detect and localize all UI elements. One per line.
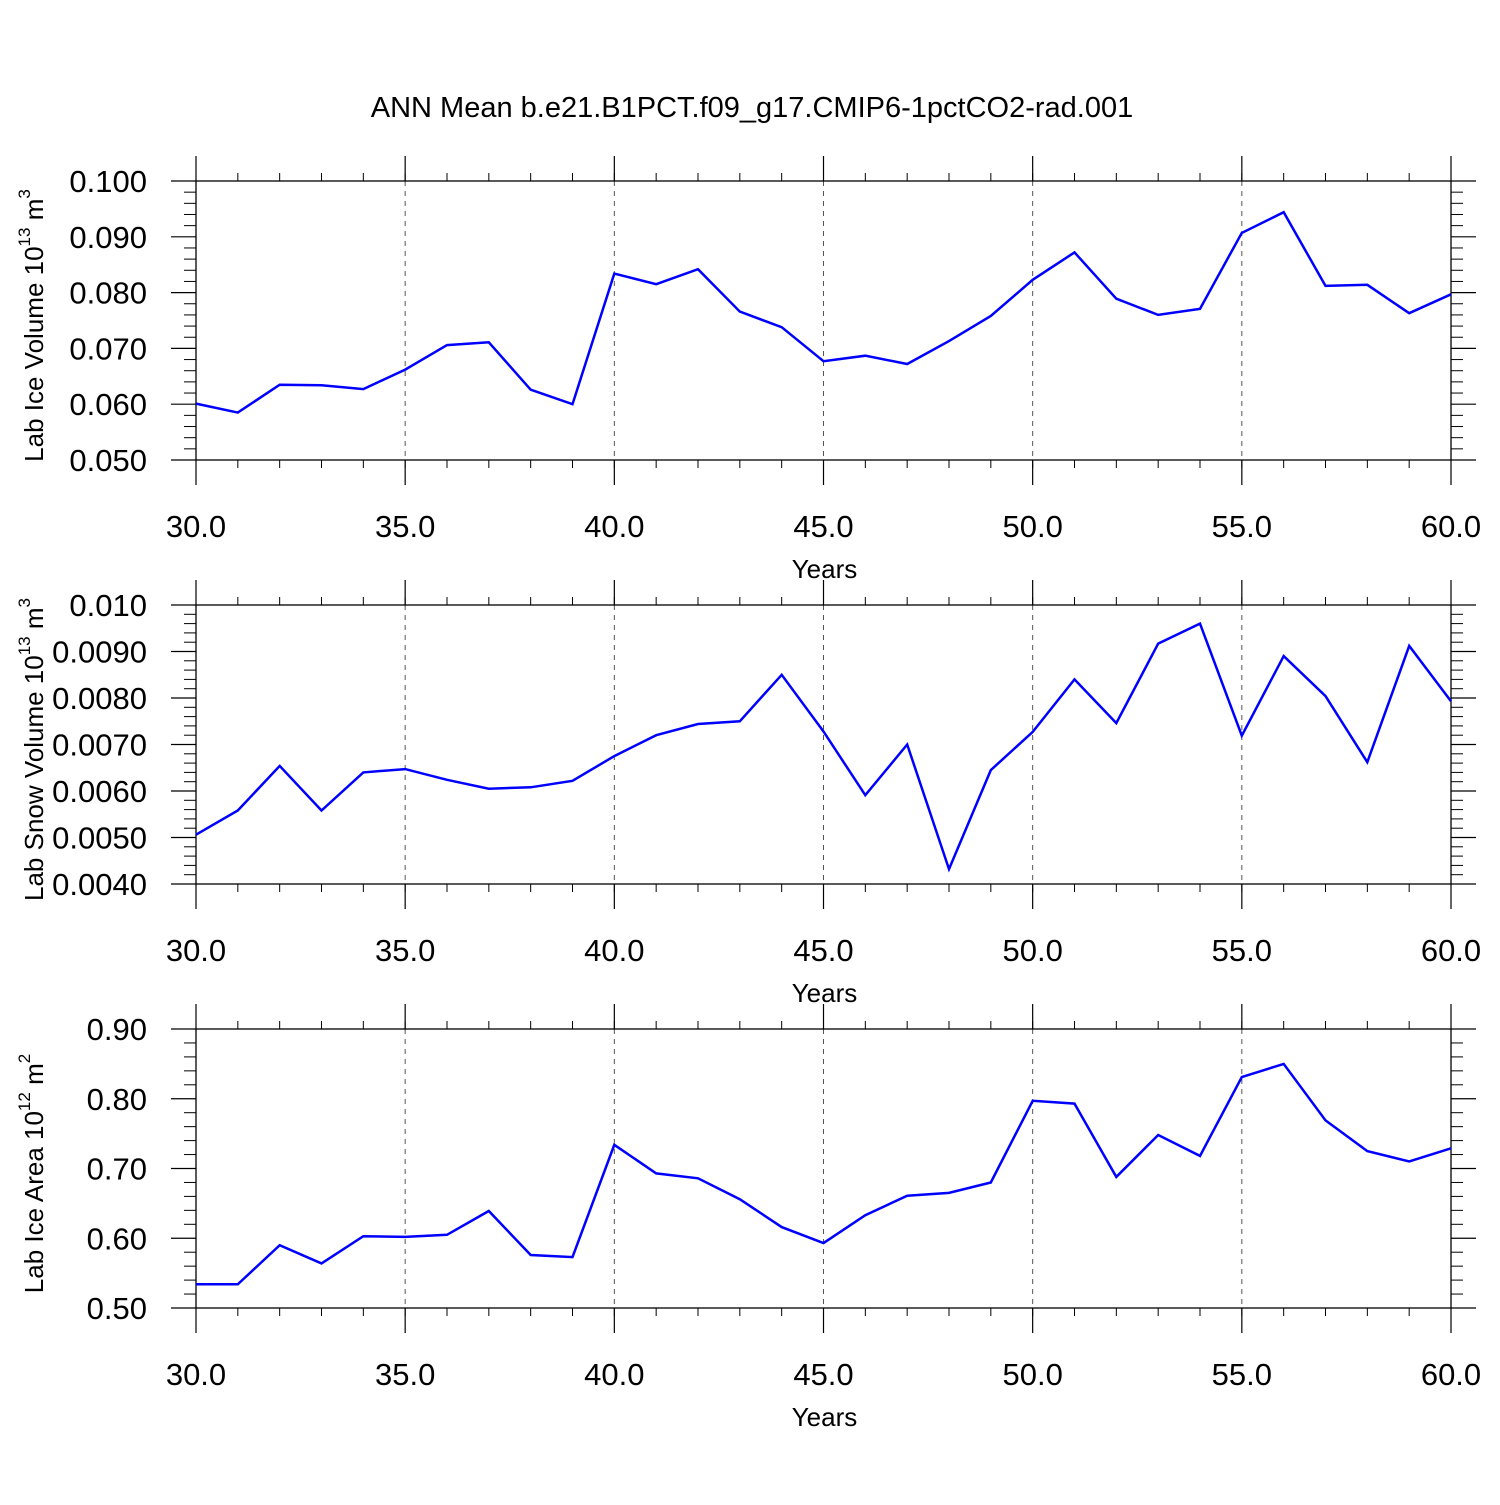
y-tick-label: 0.090 bbox=[69, 220, 147, 255]
y-axis-label: Lab Snow Volume 1013 m3 bbox=[15, 598, 49, 901]
chart-panel-1: 30.0 35.0 40.0 45.0 50.0 55.0 60.0 0.050 0.060 0.… bbox=[15, 156, 1481, 584]
y-tick-label: 0.100 bbox=[69, 164, 147, 199]
x-tick-label: 30.0 bbox=[166, 933, 226, 968]
series-line bbox=[196, 1062, 1452, 1286]
y-axis-label-unit-exponent: 2 bbox=[15, 1054, 34, 1063]
y-tick-label: 0.0080 bbox=[52, 681, 147, 716]
x-tick-label: 35.0 bbox=[375, 509, 435, 544]
x-axis-label: Years bbox=[792, 554, 858, 584]
y-tick-label: 0.60 bbox=[87, 1221, 147, 1256]
y-tick-label: 0.90 bbox=[87, 1012, 147, 1047]
y-axis-label-text: Lab Ice Area 10 bbox=[19, 1111, 49, 1293]
y-axis-label-exponent: 13 bbox=[15, 636, 34, 655]
x-axis-label: Years bbox=[792, 1402, 858, 1432]
x-tick-label: 30.0 bbox=[166, 1357, 226, 1392]
x-tick-label: 45.0 bbox=[793, 509, 853, 544]
y-axis-label-unit-exponent: 3 bbox=[15, 598, 34, 607]
x-tick-label: 30.0 bbox=[166, 509, 226, 544]
chart-title: ANN Mean b.e21.B1PCT.f09_g17.CMIP6-1pctC… bbox=[371, 92, 1133, 124]
y-axis-label-unit: m bbox=[19, 199, 49, 228]
y-axis-label-unit: m bbox=[19, 1063, 49, 1092]
x-tick-label: 55.0 bbox=[1212, 1357, 1272, 1392]
y-tick-label: 0.060 bbox=[69, 387, 147, 422]
y-axis-label: Lab Ice Volume 1013 m3 bbox=[15, 189, 49, 462]
y-tick-label: 0.0070 bbox=[52, 728, 147, 763]
y-tick-label: 0.0040 bbox=[52, 867, 147, 902]
x-tick-label: 35.0 bbox=[375, 933, 435, 968]
y-tick-label: 0.0060 bbox=[52, 774, 147, 809]
x-tick-label: 45.0 bbox=[793, 933, 853, 968]
y-tick-label: 0.80 bbox=[87, 1082, 147, 1117]
plot-frame bbox=[195, 604, 1452, 885]
y-tick-label: 0.070 bbox=[69, 331, 147, 366]
plot-frame bbox=[195, 180, 1452, 461]
y-axis-label: Lab Ice Area 1012 m2 bbox=[15, 1054, 49, 1293]
x-tick-label: 50.0 bbox=[1002, 509, 1062, 544]
x-tick-label: 40.0 bbox=[584, 1357, 644, 1392]
y-tick-label: 0.0050 bbox=[52, 821, 147, 856]
chart-panel-3: 30.0 35.0 40.0 45.0 50.0 55.0 60.0 0.50 0.60 0.70… bbox=[15, 1004, 1481, 1432]
y-tick-label: 0.080 bbox=[69, 276, 147, 311]
y-tick-label: 0.0090 bbox=[52, 635, 147, 670]
x-tick-label: 55.0 bbox=[1212, 509, 1272, 544]
x-tick-label: 40.0 bbox=[584, 933, 644, 968]
y-axis-label-unit-exponent: 3 bbox=[15, 189, 34, 198]
y-axis-label-exponent: 13 bbox=[15, 228, 34, 247]
y-tick-label: 0.050 bbox=[69, 443, 147, 478]
series-line bbox=[195, 621, 1452, 873]
x-tick-label: 60.0 bbox=[1421, 933, 1481, 968]
y-tick-label: 0.70 bbox=[87, 1152, 147, 1187]
series-line bbox=[195, 210, 1452, 414]
y-axis-label-exponent: 12 bbox=[15, 1092, 34, 1111]
x-tick-label: 60.0 bbox=[1421, 1357, 1481, 1392]
x-tick-label: 45.0 bbox=[793, 1357, 853, 1392]
x-tick-label: 60.0 bbox=[1421, 509, 1481, 544]
x-tick-label: 50.0 bbox=[1002, 933, 1062, 968]
x-tick-label: 50.0 bbox=[1002, 1357, 1062, 1392]
x-tick-label: 40.0 bbox=[584, 509, 644, 544]
y-tick-label: 0.50 bbox=[87, 1291, 147, 1326]
chart-panel-2: 30.0 35.0 40.0 45.0 50.0 55.0 60.0 0.0040 0.0050… bbox=[15, 580, 1481, 1008]
y-axis-label-text: Lab Ice Volume 10 bbox=[19, 246, 49, 461]
x-tick-label: 55.0 bbox=[1212, 933, 1272, 968]
y-axis-label-text: Lab Snow Volume 10 bbox=[19, 655, 49, 901]
x-tick-label: 35.0 bbox=[375, 1357, 435, 1392]
y-tick-label: 0.010 bbox=[69, 588, 147, 623]
x-axis-label: Years bbox=[792, 978, 858, 1008]
plot-frame bbox=[195, 1028, 1452, 1309]
y-axis-label-unit: m bbox=[19, 607, 49, 636]
